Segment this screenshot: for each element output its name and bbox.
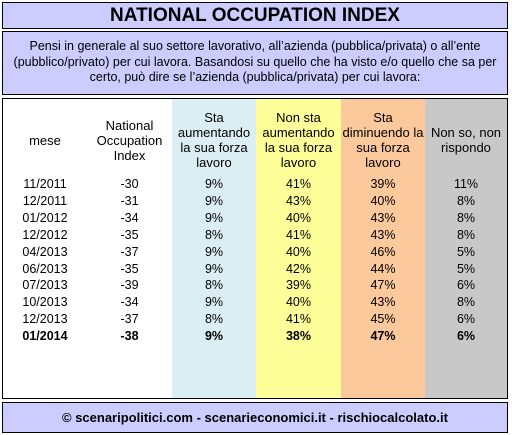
table-cell: -35 — [120, 261, 139, 276]
table-cell: 9% — [204, 210, 224, 225]
table-cell: 10/2013 — [22, 295, 68, 310]
table-cell: 40% — [285, 210, 312, 225]
table-cell: 8% — [456, 295, 476, 310]
column-background — [87, 99, 172, 398]
column-background — [341, 99, 425, 398]
table-cell: -35 — [120, 227, 139, 242]
table-cell: 11/2011 — [23, 177, 67, 191]
table-cell: 8% — [456, 193, 476, 208]
table-cell: 9% — [204, 295, 224, 310]
table-cell: 04/2013 — [22, 244, 68, 259]
column-header: National Occupation Index — [96, 117, 163, 163]
table-cell: 40% — [285, 244, 312, 259]
table-cell: 5% — [456, 244, 476, 259]
table-cell: 38% — [285, 329, 312, 344]
table-cell: -39 — [120, 278, 139, 293]
column-background — [425, 99, 507, 398]
table-cell: 8% — [456, 210, 476, 225]
table-cell: 11% — [453, 177, 479, 191]
table-cell: 40% — [370, 193, 396, 208]
footer: © scenaripolitici.com - scenarieconomici… — [2, 402, 508, 433]
table-cell: 6% — [456, 278, 476, 293]
table: mese National Occupation Index Sta aumenta… — [2, 98, 508, 399]
table-cell: 39% — [370, 177, 396, 191]
table-cell: 6% — [456, 329, 476, 344]
table-cell: 42% — [285, 261, 312, 276]
table-cell: 06/2013 — [22, 261, 68, 276]
table-cell: 47% — [370, 278, 396, 293]
table-cell: 43% — [370, 210, 396, 225]
column-header: Non sta aumentando la sua forza lavoro — [262, 110, 335, 170]
table-cell: 40% — [285, 295, 312, 310]
table-cell: 12/2011 — [22, 193, 68, 208]
title: NATIONAL OCCUPATION INDEX — [2, 2, 508, 29]
table-cell: 07/2013 — [22, 278, 68, 293]
column-header: Sta aumentando la sua forza lavoro — [177, 110, 251, 170]
column-header: Sta diminuendo la sua forza lavoro — [342, 110, 424, 170]
table-cell: 6% — [456, 312, 476, 327]
table-cell: 8% — [204, 227, 224, 242]
table-cell: 46% — [370, 244, 396, 259]
table-cell: 8% — [456, 227, 476, 242]
column-background — [3, 99, 87, 398]
table-cell: 43% — [370, 227, 396, 242]
table-cell: 45% — [370, 312, 396, 327]
table-cell: 43% — [370, 295, 396, 310]
table-cell: 9% — [204, 193, 224, 208]
table-cell: 8% — [204, 312, 224, 327]
column-header: mese — [29, 132, 61, 148]
table-cell: -30 — [120, 177, 139, 191]
table-cell: 5% — [456, 261, 476, 276]
column-background — [256, 99, 341, 398]
table-cell: 41% — [285, 312, 312, 327]
table-cell: -37 — [120, 312, 139, 327]
table-cell: 39% — [285, 278, 312, 293]
table-cell: -37 — [120, 244, 139, 259]
table-cell: 43% — [285, 193, 312, 208]
table-cell: 9% — [204, 261, 224, 276]
table-cell: 9% — [204, 244, 224, 259]
table-cell: 9% — [204, 329, 224, 344]
table-cell: -38 — [120, 329, 139, 344]
column-background — [172, 99, 256, 398]
table-cell: -31 — [120, 193, 139, 208]
table-cell: 47% — [370, 329, 396, 344]
column-header: Non so, non rispondo — [430, 125, 502, 155]
table-cell: 12/2012 — [22, 227, 68, 242]
table-cell: 9% — [204, 177, 224, 191]
table-cell: 12/2013 — [22, 312, 68, 327]
table-cell: 01/2012 — [22, 210, 68, 225]
table-cell: 44% — [370, 261, 396, 276]
table-cell: -34 — [120, 210, 139, 225]
table-cell: 8% — [204, 278, 224, 293]
table-cell: 41% — [285, 227, 312, 242]
question: Pensi in generale al suo settore lavorat… — [2, 31, 508, 95]
table-cell: -34 — [120, 295, 139, 310]
table-cell: 01/2014 — [22, 329, 68, 344]
table-cell: 41% — [285, 177, 312, 191]
